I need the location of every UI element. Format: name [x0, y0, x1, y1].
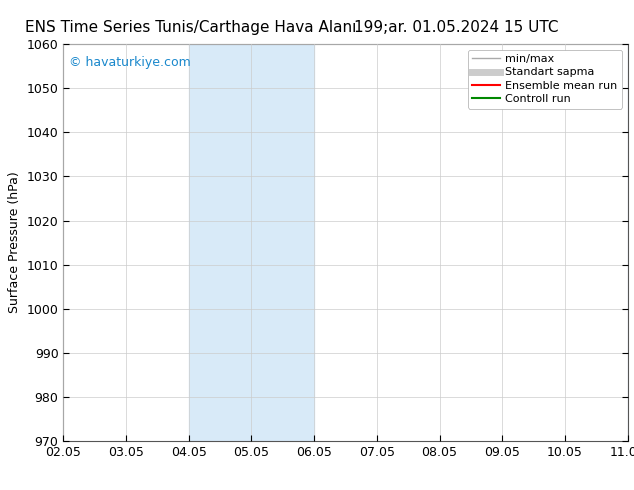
Text: ENS Time Series Tunis/Carthage Hava Alanı: ENS Time Series Tunis/Carthage Hava Alan… — [25, 20, 356, 35]
Bar — [628, 44, 634, 441]
Legend: min/max, Standart sapma, Ensemble mean run, Controll run: min/max, Standart sapma, Ensemble mean r… — [468, 49, 622, 109]
Bar — [189, 44, 314, 441]
Text: © havaturkiye.com: © havaturkiye.com — [69, 56, 191, 69]
Text: 199;ar. 01.05.2024 15 UTC: 199;ar. 01.05.2024 15 UTC — [354, 20, 559, 35]
Y-axis label: Surface Pressure (hPa): Surface Pressure (hPa) — [8, 172, 21, 314]
